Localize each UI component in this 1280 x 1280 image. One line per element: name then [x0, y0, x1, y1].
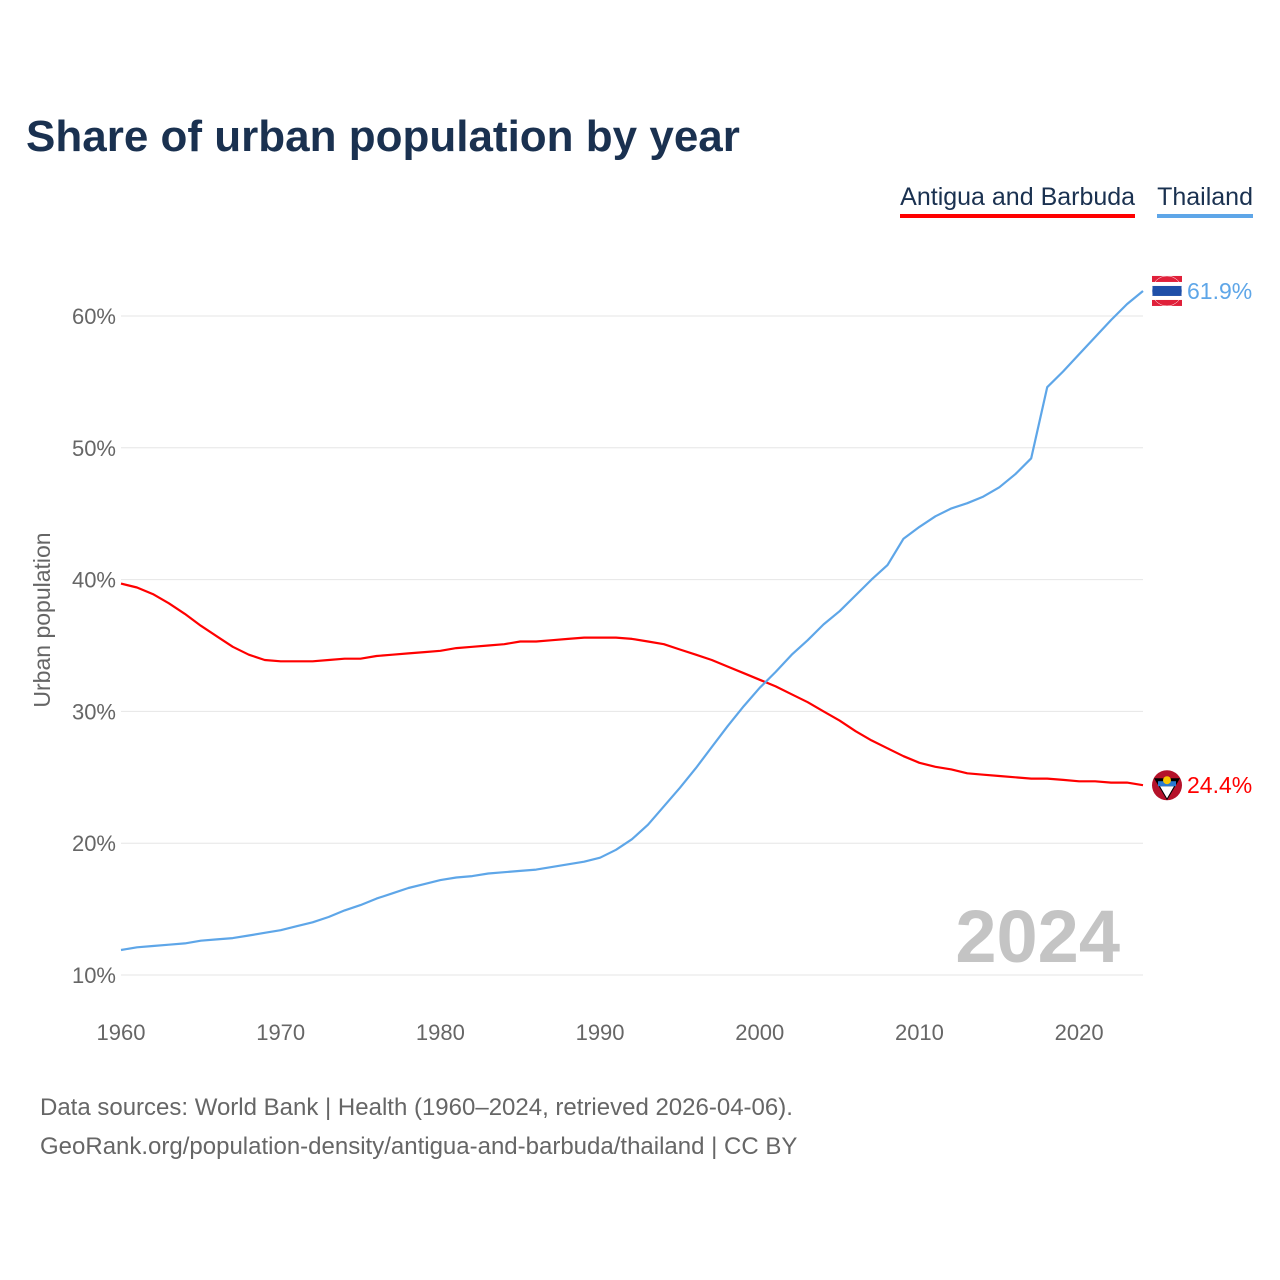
footer-sources: Data sources: World Bank | Health (1960–…	[40, 1094, 793, 1121]
legend-item-thailand[interactable]: Thailand	[1157, 183, 1253, 218]
legend: Antigua and Barbuda Thailand	[900, 183, 1253, 218]
x-tick-label: 1960	[97, 1020, 146, 1045]
x-tick-label: 1970	[256, 1020, 305, 1045]
x-tick-label: 2020	[1055, 1020, 1104, 1045]
x-tick-label: 2010	[895, 1020, 944, 1045]
end-value-label: 24.4%	[1187, 772, 1252, 798]
series-line-1	[120, 290, 1144, 952]
legend-item-antigua[interactable]: Antigua and Barbuda	[900, 183, 1136, 218]
footer-link[interactable]: GeoRank.org/population-density/antigua-a…	[40, 1133, 798, 1160]
y-tick-label: 20%	[72, 831, 116, 856]
y-tick-label: 30%	[72, 699, 116, 724]
y-tick-label: 40%	[72, 568, 116, 593]
chart-title: Share of urban population by year	[26, 112, 740, 161]
footer: Data sources: World Bank | Health (1960–…	[40, 1088, 797, 1166]
y-tick-label: 60%	[72, 304, 116, 329]
thailand-flag-icon	[1151, 275, 1183, 307]
x-tick-label: 1980	[416, 1020, 465, 1045]
y-axis-label: Urban population	[29, 532, 55, 707]
x-tick-label: 1990	[576, 1020, 625, 1045]
end-value-label: 61.9%	[1187, 278, 1252, 304]
x-tick-label: 2000	[735, 1020, 784, 1045]
y-tick-label: 10%	[72, 963, 116, 988]
series-line-0	[120, 582, 1144, 787]
antigua-flag-icon	[1152, 770, 1182, 801]
y-tick-label: 50%	[72, 436, 116, 461]
watermark-year: 2024	[955, 895, 1120, 978]
